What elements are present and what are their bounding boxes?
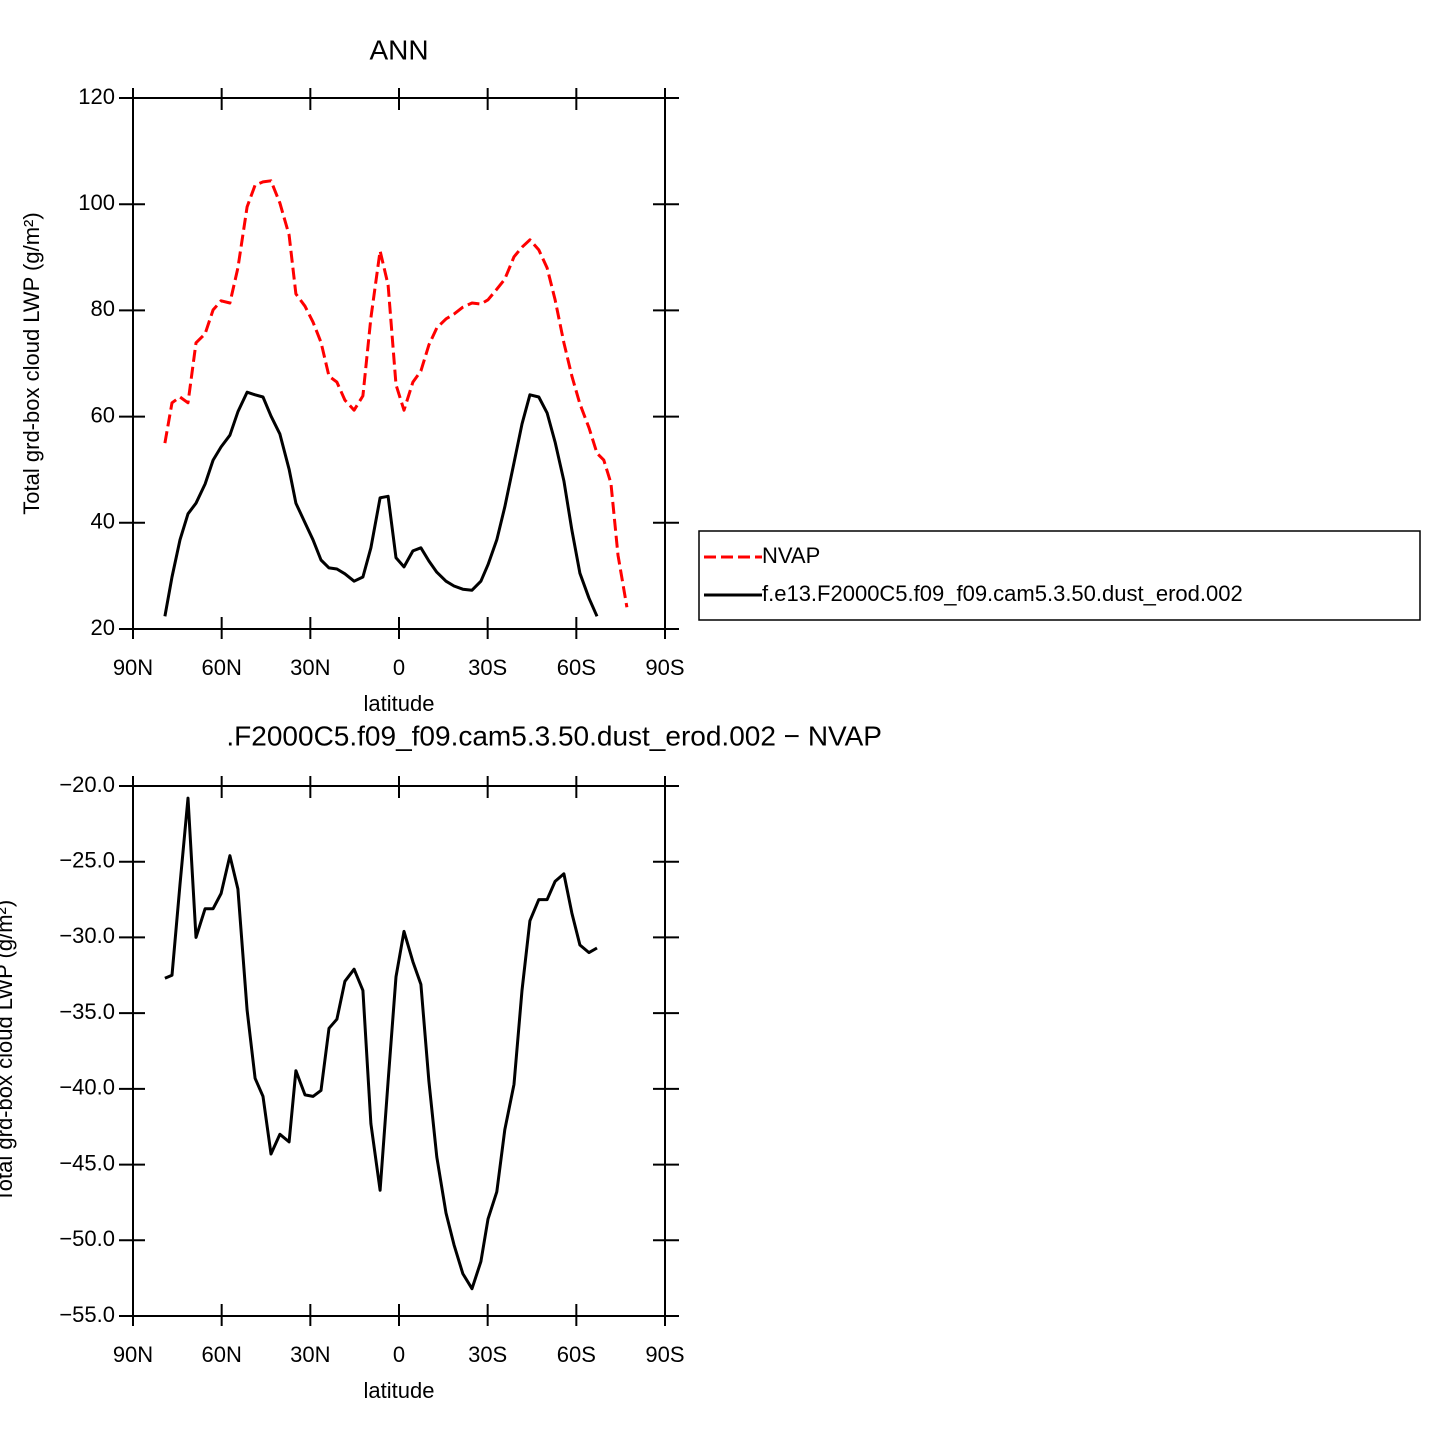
legend-box — [698, 530, 1421, 621]
x-axis-label: latitude — [364, 691, 435, 716]
x-tick-label: 90N — [113, 1342, 153, 1367]
x-tick-label: 30S — [468, 655, 507, 680]
plot-frame — [132, 97, 666, 630]
y-tick-label: 40 — [91, 509, 115, 534]
plot-frame — [132, 785, 666, 1317]
y-tick-label: −25.0 — [59, 848, 115, 873]
x-tick-label: 30N — [290, 1342, 330, 1367]
x-tick-label: 90N — [113, 655, 153, 680]
chart-title: ANN — [369, 34, 428, 65]
y-tick-label: −45.0 — [59, 1150, 115, 1175]
y-tick-label: 120 — [78, 84, 115, 109]
y-tick-label: 20 — [91, 615, 115, 640]
legend-label: NVAP — [762, 543, 820, 568]
x-axis-label: latitude — [364, 1378, 435, 1403]
y-tick-label: 80 — [91, 296, 115, 321]
chart-title: .F2000C5.f09_f09.cam5.3.50.dust_erod.002… — [226, 720, 882, 751]
y-tick-label: −50.0 — [59, 1226, 115, 1251]
x-tick-label: 90S — [645, 1342, 684, 1367]
data-line — [163, 179, 629, 608]
y-tick-label: −55.0 — [59, 1302, 115, 1327]
x-tick-label: 0 — [393, 655, 405, 680]
y-tick-label: 100 — [78, 190, 115, 215]
x-tick-label: 30N — [290, 655, 330, 680]
x-tick-label: 60N — [201, 1342, 241, 1367]
y-tick-label: −35.0 — [59, 999, 115, 1024]
data-line — [164, 796, 598, 1291]
y-tick-label: −20.0 — [59, 772, 115, 797]
data-line — [163, 390, 599, 617]
legend-label: f.e13.F2000C5.f09_f09.cam5.3.50.dust_ero… — [762, 581, 1243, 606]
y-axis-label: Total grd-box cloud LWP (g/m²) — [0, 900, 17, 1202]
y-tick-label: −30.0 — [59, 923, 115, 948]
x-tick-label: 60N — [201, 655, 241, 680]
y-tick-label: 60 — [91, 402, 115, 427]
x-tick-label: 0 — [393, 1342, 405, 1367]
y-axis-label: Total grd-box cloud LWP (g/m²) — [19, 212, 44, 514]
x-tick-label: 90S — [645, 655, 684, 680]
x-tick-label: 60S — [557, 655, 596, 680]
x-tick-label: 60S — [557, 1342, 596, 1367]
y-tick-label: −40.0 — [59, 1075, 115, 1100]
x-tick-label: 30S — [468, 1342, 507, 1367]
